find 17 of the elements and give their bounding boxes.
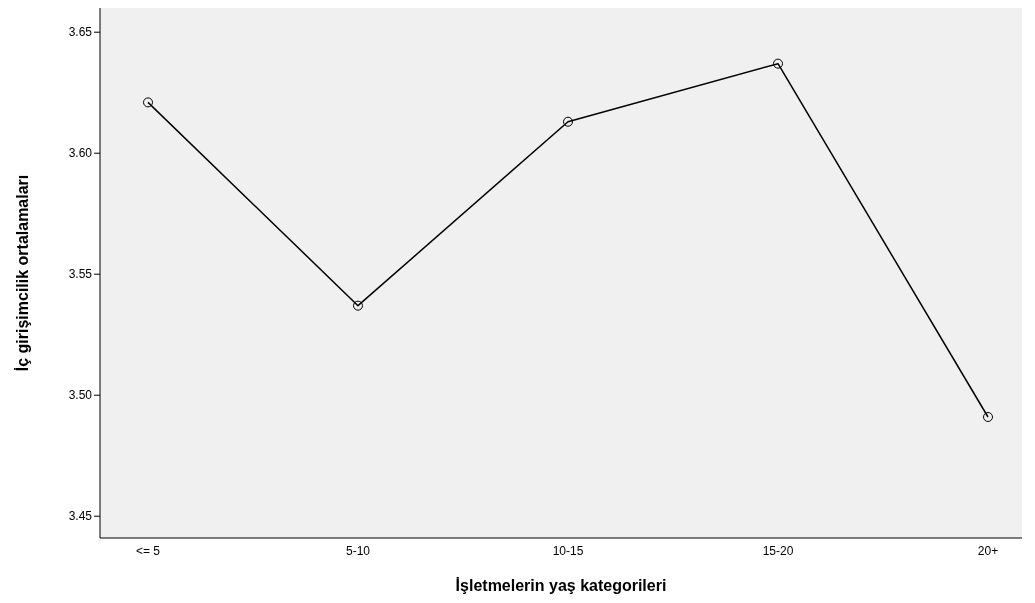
y-axis-title: İç girişimcilik ortalamaları xyxy=(13,174,31,372)
x-axis-title: İşletmelerin yaş kategorileri xyxy=(455,577,667,594)
y-tick-label: 3.45 xyxy=(68,509,93,524)
point xyxy=(143,97,153,108)
point xyxy=(773,58,783,69)
y-tick-label: 3.55 xyxy=(68,267,93,282)
x-tick-label: 15-20 xyxy=(762,543,794,558)
point xyxy=(353,300,363,311)
y-tick-label: 3.60 xyxy=(68,146,93,161)
y-tick-label: 3.50 xyxy=(68,388,93,403)
y-tick-label: 3.65 xyxy=(68,25,93,40)
x-tick-label: 20+ xyxy=(977,543,999,558)
point xyxy=(983,412,993,422)
x-tick-label: <= 5 xyxy=(135,543,161,558)
x-tick-label: 10-15 xyxy=(552,543,584,558)
x-tick-label: 5-10 xyxy=(345,543,371,558)
point xyxy=(563,116,573,127)
